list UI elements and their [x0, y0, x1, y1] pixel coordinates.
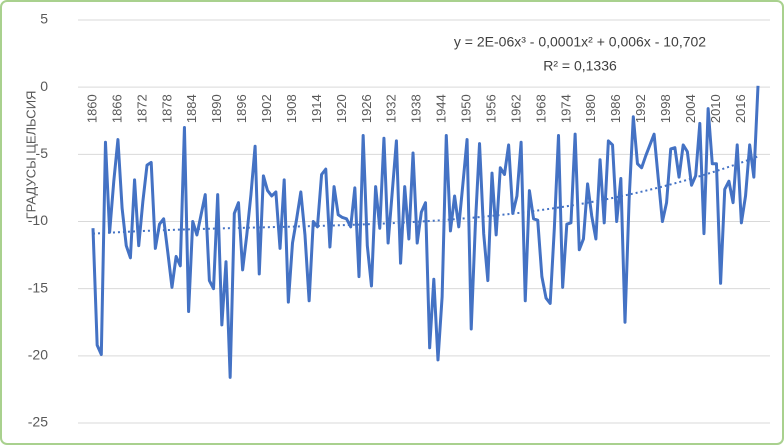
data-line: [91, 85, 760, 379]
x-tick-label: 1878: [159, 94, 174, 123]
x-tick-label: 1962: [508, 94, 523, 123]
x-tick-label: 1914: [309, 94, 324, 123]
x-tick-label: 1950: [459, 94, 474, 123]
trend-line: [92, 155, 759, 235]
y-tick-label: -10: [28, 212, 48, 228]
x-tick-label: 1992: [633, 94, 648, 123]
x-tick-label: 2004: [683, 94, 698, 123]
x-tick-label: 1968: [533, 94, 548, 123]
x-tick-label: 1866: [109, 94, 124, 123]
y-axis-label: ГРАДУСЫ ЦЕЛЬСИЯ: [23, 91, 38, 220]
x-tick-label: 1986: [608, 94, 623, 123]
y-tick-label: -5: [36, 145, 49, 161]
y-tick-label: 0: [40, 78, 48, 94]
x-tick-label: 1938: [409, 94, 424, 123]
x-tick-label: 1896: [234, 94, 249, 123]
x-tick-label: 2016: [733, 94, 748, 123]
x-tick-label: 1860: [84, 94, 99, 123]
x-tick-label: 1920: [334, 94, 349, 123]
x-tick-label: 1884: [184, 94, 199, 123]
x-tick-label: 1872: [134, 94, 149, 123]
x-tick-label: 1926: [359, 94, 374, 123]
x-tick-label: 1902: [259, 94, 274, 123]
x-tick-label: 1980: [583, 94, 598, 123]
r-squared: R² = 0,1336: [543, 58, 617, 74]
x-tick-label: 1890: [209, 94, 224, 123]
y-tick-label: -20: [28, 347, 48, 363]
x-tick-label: 1956: [483, 94, 498, 123]
x-tick-label: 1908: [284, 94, 299, 123]
trend-equation: y = 2E-06x³ - 0,0001x² + 0,006x - 10,702: [454, 34, 706, 50]
x-tick-label: 1944: [434, 94, 449, 123]
x-tick-label: 1932: [384, 94, 399, 123]
x-tick-label: 1974: [558, 94, 573, 123]
y-tick-label: 5: [40, 11, 48, 27]
y-tick-label: -25: [28, 414, 48, 430]
x-tick-label: 1998: [658, 94, 673, 123]
x-tick-label: 2010: [708, 94, 723, 123]
y-tick-label: -15: [28, 279, 48, 295]
